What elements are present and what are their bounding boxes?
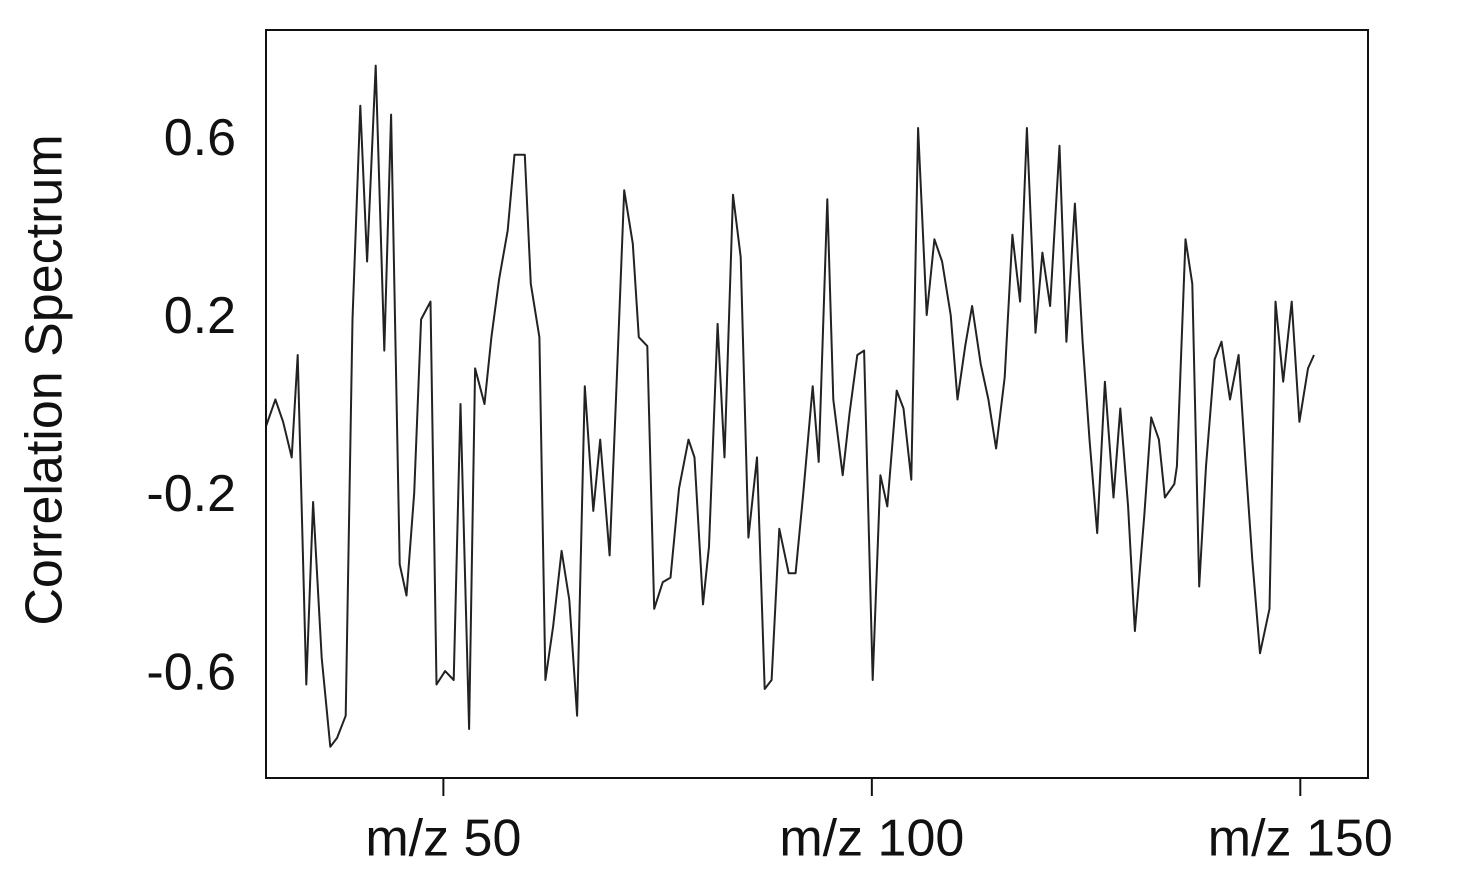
y-tick-label: 0.6 xyxy=(164,109,236,167)
plot-frame xyxy=(265,29,1369,779)
y-tick-label: -0.6 xyxy=(146,643,236,701)
y-tick-label: -0.2 xyxy=(146,465,236,523)
data-line xyxy=(265,64,1315,748)
x-tick-label: m/z 100 xyxy=(779,810,964,868)
x-tick-label: m/z 150 xyxy=(1208,810,1393,868)
y-axis-title: Correlation Spectrum xyxy=(16,134,74,625)
y-tick-label: 0.2 xyxy=(164,287,236,345)
x-tick-label: m/z 50 xyxy=(365,810,521,868)
